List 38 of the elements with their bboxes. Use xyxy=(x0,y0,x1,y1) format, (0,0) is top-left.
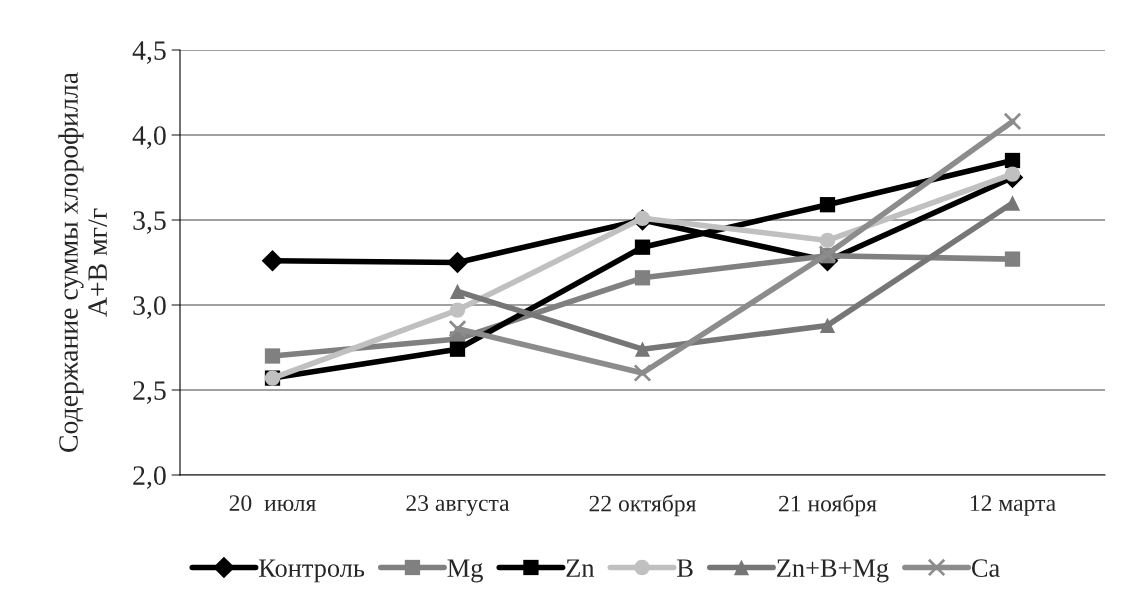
y-tick-label: 2,5 xyxy=(133,381,166,404)
point xyxy=(819,197,836,213)
point xyxy=(1004,195,1021,211)
point xyxy=(1004,166,1021,182)
point xyxy=(819,317,836,334)
point xyxy=(261,250,284,272)
y-tick-label: 4,0 xyxy=(132,126,166,149)
point xyxy=(1004,152,1021,169)
legend-label: Ca xyxy=(971,559,1000,577)
point xyxy=(446,251,469,274)
point xyxy=(634,239,651,255)
point xyxy=(819,232,836,249)
point xyxy=(634,270,651,286)
y-tick-label: 2,0 xyxy=(133,466,166,489)
point xyxy=(818,244,837,264)
x-tick-label: 12 марта xyxy=(970,495,1056,516)
legend-label: Zn+B+Mg xyxy=(777,559,889,583)
legend-label: Mg xyxy=(447,559,483,583)
point xyxy=(1004,251,1021,267)
x-tick-label: 23 августа xyxy=(406,495,510,516)
legend-label: Контроль xyxy=(259,559,365,583)
point xyxy=(633,363,652,383)
y-tick-label: 4,5 xyxy=(132,41,166,64)
point xyxy=(449,283,466,300)
point xyxy=(449,302,466,318)
x-tick-label: 21 ноября xyxy=(779,494,877,517)
point xyxy=(449,341,466,357)
y-tick-label: 3,5 xyxy=(133,211,166,234)
point xyxy=(264,348,281,364)
y-axis-title: Содержание суммы хлорофилла А+В мг/г xyxy=(58,72,107,452)
legend-label: B xyxy=(677,559,693,577)
point xyxy=(448,319,467,338)
x-tick-label: 22 октября xyxy=(589,494,697,517)
point xyxy=(634,341,651,357)
y-tick-label: 3,0 xyxy=(133,296,166,319)
legend-label: Zn xyxy=(566,559,595,577)
x-tick-label: 20 июля xyxy=(229,495,316,512)
point xyxy=(1003,112,1022,131)
